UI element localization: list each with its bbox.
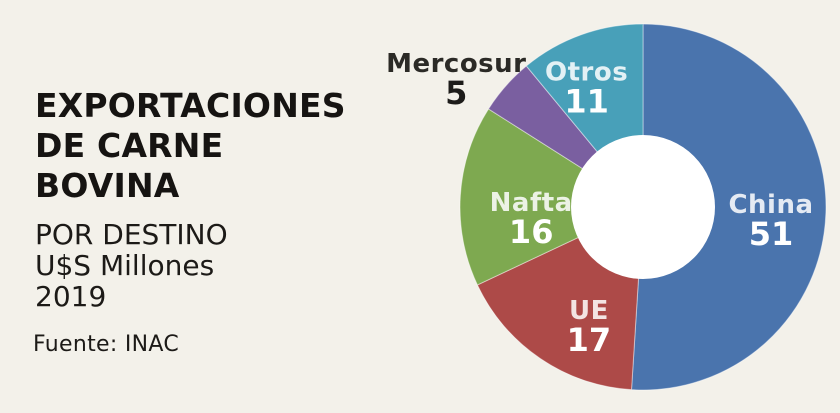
- chart-title: EXPORTACIONES DE CARNE BOVINA: [35, 86, 395, 206]
- pie-slice-nafta: [459, 108, 645, 286]
- pie-slice-china: [630, 23, 827, 391]
- slice-label-ue-value: 17: [567, 321, 612, 359]
- slice-label-nafta-name: Nafta: [490, 188, 573, 218]
- slice-label-china-value: 51: [749, 215, 794, 253]
- chart-subtitle-year: 2019: [35, 280, 107, 313]
- chart-subtitle-destino: POR DESTINO: [35, 218, 228, 251]
- chart-title-line-1: EXPORTACIONES: [35, 86, 346, 125]
- slice-label-nafta-value: 16: [509, 213, 554, 251]
- slice-label-ue-name: UE: [569, 296, 609, 326]
- chart-subtitle-units: U$S Millones: [35, 249, 215, 282]
- chart-title-line-3: BOVINA: [35, 166, 180, 205]
- chart-title-line-2: DE CARNE: [35, 126, 224, 165]
- slice-label-china-name: China: [728, 190, 813, 220]
- donut-hole: [571, 135, 715, 279]
- slice-label-mercosur-name: Mercosur: [386, 49, 526, 79]
- donut-slices: [459, 23, 827, 391]
- slice-label-otros-value: 11: [564, 83, 609, 121]
- chart-source: Fuente: INAC: [33, 332, 180, 357]
- chart-subtitle: POR DESTINO U$S Millones 2019: [35, 219, 395, 312]
- slice-label-mercosur-value: 5: [445, 74, 467, 112]
- slice-label-otros-name: Otros: [545, 58, 628, 88]
